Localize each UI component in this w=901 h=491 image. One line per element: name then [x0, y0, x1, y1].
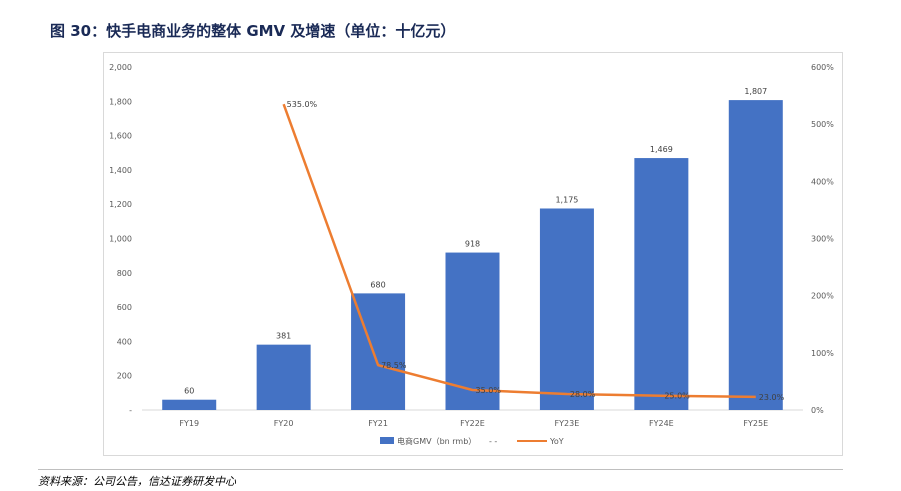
x-tick-label: FY24E [649, 419, 674, 428]
y-right-tick-label: 200% [811, 292, 834, 301]
source-divider [38, 469, 843, 470]
yoy-line [282, 103, 756, 399]
yoy-data-label: 28.0% [570, 390, 596, 399]
y-left-tick-label: 1,400 [109, 166, 132, 175]
bar-data-label: 1,469 [650, 145, 673, 154]
y-left-tick-label: 1,800 [109, 97, 132, 106]
legend-extra-marker: - - [489, 437, 497, 446]
bar-data-label: 680 [370, 280, 385, 289]
legend-bar-label: 电商GMV（bn rmb） [397, 436, 476, 446]
bar [256, 344, 311, 410]
y-left-tick-label: 200 [117, 372, 132, 381]
chart-frame [103, 52, 843, 456]
legend-bar-swatch [380, 437, 394, 444]
x-tick-label: FY23E [555, 419, 580, 428]
y-left-tick-label: 2,000 [109, 63, 132, 72]
y-left-tick-label: - [129, 406, 132, 415]
legend-line-label: YoY [549, 437, 564, 446]
x-tick-label: FY25E [743, 419, 768, 428]
bar [634, 158, 689, 410]
y-left-tick-label: 400 [117, 337, 132, 346]
x-tick-label: FY22E [460, 419, 485, 428]
bar [445, 252, 500, 410]
y-right-tick-label: 100% [811, 349, 834, 358]
y-left-tick-label: 1,600 [109, 132, 132, 141]
figure-title: 图 30：快手电商业务的整体 GMV 及增速（单位：十亿元） [50, 22, 456, 40]
x-tick-label: FY20 [274, 419, 294, 428]
bar-data-label: 918 [465, 240, 480, 249]
yoy-data-label: 535.0% [287, 100, 318, 109]
x-tick-label: FY19 [179, 419, 199, 428]
yoy-data-label: 78.5% [381, 361, 407, 370]
y-right-tick-label: 600% [811, 63, 834, 72]
bar-data-label: 1,175 [555, 195, 578, 204]
yoy-data-label: 23.0% [759, 393, 785, 402]
bar [539, 208, 594, 410]
y-right-tick-label: 400% [811, 177, 834, 186]
y-left-tick-label: 1,000 [109, 235, 132, 244]
yoy-data-label: 35.0% [476, 386, 502, 395]
bar-data-label: 1,807 [744, 87, 767, 96]
bar-data-label: 60 [184, 387, 194, 396]
y-left-tick-label: 600 [117, 303, 132, 312]
y-right-tick-label: 300% [811, 235, 834, 244]
bar [728, 100, 783, 411]
y-left-tick-label: 800 [117, 269, 132, 278]
bar-data-label: 381 [276, 332, 291, 341]
y-right-tick-label: 500% [811, 120, 834, 129]
bar [162, 399, 217, 410]
y-right-tick-label: 0% [811, 406, 824, 415]
y-left-tick-label: 1,200 [109, 200, 132, 209]
yoy-data-label: 25.0% [664, 392, 690, 401]
source-note: 资料来源：公司公告，信达证券研发中心 [38, 475, 236, 488]
x-tick-label: FY21 [368, 419, 388, 428]
